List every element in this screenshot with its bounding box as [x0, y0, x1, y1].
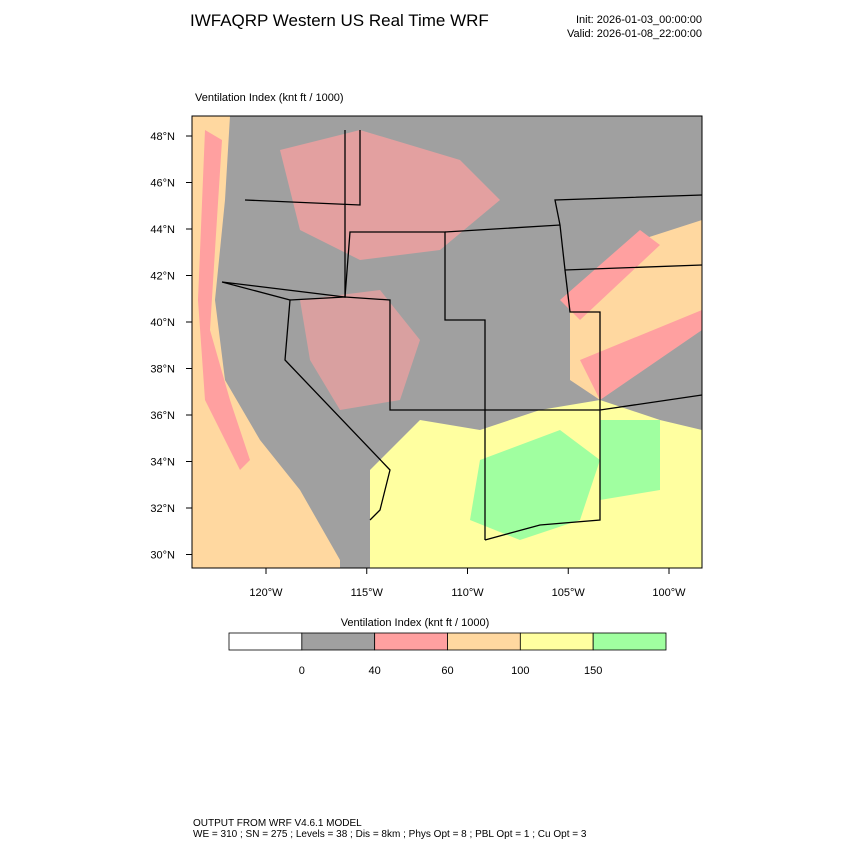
colorbar: 0 40 60 100 150 — [228, 632, 667, 677]
lat-label: 44°N — [150, 224, 175, 236]
init-time: Init: 2026-01-03_00:00:00 — [576, 14, 702, 26]
lon-label: 120°W — [249, 587, 283, 599]
lon-label: 115°W — [351, 587, 384, 599]
map-frame — [191, 115, 703, 569]
colorbar-tick-label: 150 — [584, 665, 602, 677]
lat-label: 48°N — [150, 131, 175, 143]
map-title: Ventilation Index (knt ft / 1000) — [195, 92, 344, 104]
lat-label: 32°N — [150, 503, 175, 515]
ocean-region — [192, 116, 340, 568]
lat-label: 46°N — [150, 178, 175, 190]
title: IWFAQRP Western US Real Time WRF — [190, 11, 489, 30]
lon-label: 105°W — [552, 587, 586, 599]
colorbar-box — [519, 632, 594, 651]
lat-label: 38°N — [150, 364, 175, 376]
lat-label: 34°N — [150, 457, 175, 469]
coastal-region — [198, 130, 250, 470]
colorbar-box — [228, 632, 303, 651]
valid-time: Valid: 2026-01-08_22:00:00 — [567, 28, 702, 40]
colorbar-tick-label: 40 — [369, 665, 381, 677]
southern-plains-region — [470, 420, 660, 540]
footer-line: WE = 310 ; SN = 275 ; Levels = 38 ; Dis … — [193, 829, 587, 840]
footer-line: OUTPUT FROM WRF V4.6.1 MODEL — [193, 818, 362, 829]
colorbar-box — [592, 632, 667, 651]
colorbar-title: Ventilation Index (knt ft / 1000) — [341, 617, 490, 629]
state-borders — [221, 130, 702, 541]
lat-label: 40°N — [150, 317, 175, 329]
colorbar-tick-label: 0 — [299, 665, 305, 677]
lon-label: 100°W — [652, 587, 686, 599]
lat-label: 42°N — [150, 271, 175, 283]
plains-edge — [560, 230, 702, 400]
lon-label: 110°W — [451, 587, 484, 599]
lat-label: 36°N — [150, 410, 175, 422]
map — [191, 115, 703, 569]
colorbar-tick-label: 60 — [441, 665, 453, 677]
colorbar-tick-label: 100 — [511, 665, 529, 677]
colorbar-box — [374, 632, 448, 651]
northern-region — [280, 130, 500, 260]
lat-label: 30°N — [150, 550, 175, 562]
colorbar-box — [301, 632, 376, 651]
colorbar-box — [447, 632, 521, 651]
